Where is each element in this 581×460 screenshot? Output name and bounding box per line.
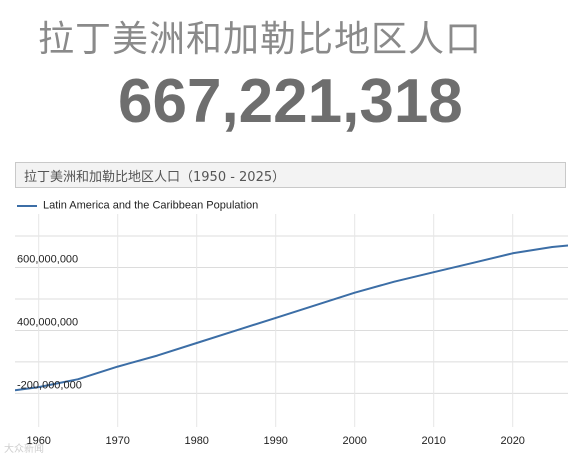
chart-title: 拉丁美洲和加勒比地区人口（1950 - 2025） <box>24 170 286 185</box>
data-point <box>116 365 119 368</box>
watermark: 大众新闻 <box>4 444 44 455</box>
line-chart: -200,000,000 400,000,000 600,000,000 1960 19… <box>15 214 568 447</box>
data-point <box>314 304 317 307</box>
x-tick-label: 1960 <box>26 435 50 447</box>
data-point <box>195 342 198 344</box>
data-point <box>511 252 514 255</box>
data-point <box>353 291 356 294</box>
x-tick-label: 1970 <box>105 435 129 447</box>
population-value: 667,221,318 <box>118 67 463 136</box>
x-tick-label: 1990 <box>263 435 287 447</box>
data-point <box>567 244 568 247</box>
data-point <box>77 378 79 381</box>
data-point <box>15 389 16 392</box>
y-tick-label: 600,000,000 <box>17 254 78 266</box>
data-point <box>393 280 396 283</box>
data-point <box>235 329 237 332</box>
x-tick-label: 2000 <box>342 435 366 447</box>
legend-label: Latin America and the Caribbean Populati… <box>43 199 259 212</box>
x-tick-label: 2020 <box>500 435 524 447</box>
chart-legend: Latin America and the Caribbean Populati… <box>17 195 259 212</box>
chart-container: -200,000,000 400,000,000 600,000,000 1960 19… <box>15 162 568 452</box>
data-point <box>37 386 40 388</box>
x-tick-label: 1980 <box>184 435 208 447</box>
legend-swatch <box>17 204 37 207</box>
chart-header: 拉丁美洲和加勒比地区人口（1950 - 2025） <box>15 162 566 188</box>
page-headline: 拉丁美洲和加勒比地区人口 <box>38 19 483 60</box>
y-tick-label: -200,000,000 <box>17 379 82 391</box>
data-point <box>472 261 475 264</box>
data-point <box>274 317 277 319</box>
series-line <box>15 244 568 392</box>
data-point <box>432 271 435 274</box>
data-point <box>551 246 553 248</box>
y-tick-label: 400,000,000 <box>17 316 78 328</box>
data-point <box>156 354 158 357</box>
x-tick-label: 2010 <box>421 435 445 447</box>
